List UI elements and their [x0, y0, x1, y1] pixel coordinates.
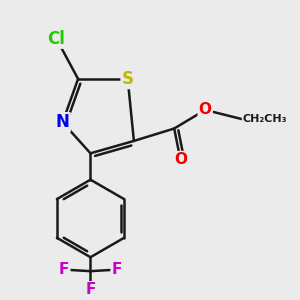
Text: CH₂CH₃: CH₂CH₃: [242, 114, 287, 124]
Text: F: F: [59, 262, 69, 277]
Text: N: N: [56, 113, 70, 131]
Text: O: O: [174, 152, 187, 167]
Text: O: O: [199, 102, 212, 117]
Text: Cl: Cl: [47, 30, 65, 48]
Text: F: F: [112, 262, 122, 277]
Text: S: S: [122, 70, 134, 88]
Text: F: F: [85, 282, 96, 297]
